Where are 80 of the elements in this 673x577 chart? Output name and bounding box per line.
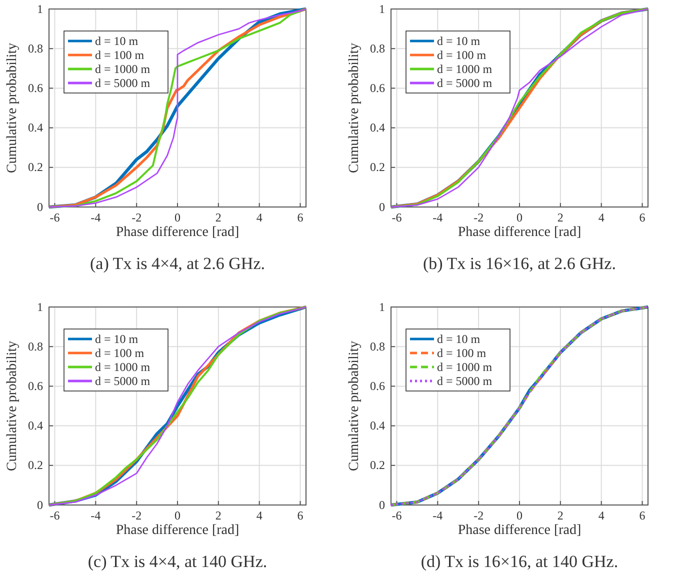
- x-axis-title: Phase difference [rad]: [116, 225, 240, 240]
- y-tick-label: 0.2: [370, 160, 385, 174]
- y-tick-label: 0: [37, 200, 43, 214]
- x-tick-label: 0: [174, 210, 180, 225]
- y-axis-title: Cumulative probability: [347, 42, 362, 174]
- x-axis-title: Phase difference [rad]: [458, 225, 582, 240]
- x-tick-label: 2: [557, 210, 564, 225]
- y-tick-label: 0.6: [370, 81, 385, 96]
- x-tick-label: -2: [474, 210, 484, 225]
- y-axis-title: Cumulative probability: [347, 340, 362, 472]
- x-tick-label: -6: [392, 210, 402, 225]
- y-tick-label: 0.8: [370, 339, 385, 354]
- x-tick-label: 4: [256, 508, 262, 523]
- x-tick-label: 6: [297, 210, 304, 225]
- x-tick-label: 0: [174, 508, 180, 523]
- legend-label: d = 10 m: [437, 332, 481, 346]
- y-tick-label: 0.4: [370, 120, 385, 135]
- y-tick-label: 0.2: [28, 160, 43, 174]
- y-axis-title: Cumulative probability: [5, 340, 20, 472]
- y-tick-label: 0.4: [28, 418, 43, 433]
- y-tick-label: 1: [379, 300, 385, 314]
- legend-label: d = 10 m: [95, 332, 139, 346]
- x-tick-label: 4: [598, 508, 604, 523]
- x-tick-label: -2: [474, 508, 484, 523]
- legend-label: d = 1000 m: [95, 360, 151, 374]
- x-tick-label: -6: [392, 508, 402, 523]
- x-tick-label: 2: [215, 210, 222, 225]
- y-axis-title: Cumulative probability: [5, 42, 20, 174]
- legend-label: d = 10 m: [437, 34, 481, 48]
- text: (d) Tx is 16×16, at 140 GHz.: [420, 552, 618, 571]
- legend-label: d = 1000 m: [437, 62, 493, 76]
- x-axis-title: Phase difference [rad]: [458, 523, 582, 538]
- text: (a) Tx is 4×4, at 2.6 GHz.: [90, 254, 265, 273]
- x-tick-label: 2: [557, 508, 564, 523]
- x-tick-label: -4: [90, 210, 101, 225]
- y-tick-label: 0: [379, 498, 385, 512]
- x-tick-label: 0: [516, 508, 522, 523]
- y-tick-label: 0.6: [28, 379, 43, 394]
- y-tick-label: 0.8: [28, 339, 43, 354]
- y-tick-label: 0.4: [370, 418, 385, 433]
- x-tick-label: -2: [132, 210, 142, 225]
- y-tick-label: 1: [37, 2, 43, 16]
- x-tick-label: 6: [297, 508, 304, 523]
- legend-label: d = 5000 m: [437, 374, 493, 388]
- x-tick-label: 4: [256, 210, 262, 225]
- x-tick-label: -4: [90, 508, 101, 523]
- y-tick-label: 0.6: [370, 379, 385, 394]
- y-tick-label: 0.6: [28, 81, 43, 96]
- legend-label: d = 100 m: [95, 346, 145, 360]
- x-tick-label: 6: [639, 508, 646, 523]
- text: (c) Tx is 4×4, at 140 GHz.: [88, 552, 268, 571]
- y-tick-label: 0.2: [370, 458, 385, 472]
- x-tick-label: -4: [432, 210, 443, 225]
- x-axis-title: Phase difference [rad]: [116, 523, 240, 538]
- legend-label: d = 5000 m: [437, 76, 493, 90]
- legend-label: d = 100 m: [437, 346, 487, 360]
- y-tick-label: 1: [379, 2, 385, 16]
- y-tick-label: 0: [379, 200, 385, 214]
- legend-label: d = 100 m: [437, 48, 487, 62]
- x-tick-label: -2: [132, 508, 142, 523]
- legend-label: d = 10 m: [95, 34, 139, 48]
- y-tick-label: 0.4: [28, 120, 43, 135]
- text: (b) Tx is 16×16, at 2.6 GHz.: [423, 254, 616, 273]
- y-tick-label: 0.8: [370, 41, 385, 56]
- y-tick-label: 0.8: [28, 41, 43, 56]
- legend-label: d = 1000 m: [437, 360, 493, 374]
- x-tick-label: -6: [50, 210, 60, 225]
- legend-label: d = 1000 m: [95, 62, 151, 76]
- x-tick-label: 6: [639, 210, 646, 225]
- y-tick-label: 0: [37, 498, 43, 512]
- legend-label: d = 5000 m: [95, 374, 151, 388]
- x-tick-label: 0: [516, 210, 522, 225]
- x-tick-label: -4: [432, 508, 443, 523]
- y-tick-label: 1: [37, 300, 43, 314]
- x-tick-label: 2: [215, 508, 222, 523]
- x-tick-label: 4: [598, 210, 604, 225]
- x-tick-label: -6: [50, 508, 60, 523]
- y-tick-label: 0.2: [28, 458, 43, 472]
- legend-label: d = 100 m: [95, 48, 145, 62]
- legend-label: d = 5000 m: [95, 76, 151, 90]
